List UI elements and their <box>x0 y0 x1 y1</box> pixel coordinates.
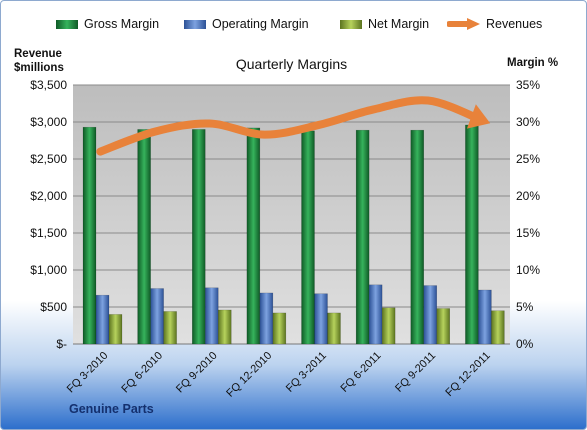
legend-swatch-net-margin <box>340 19 362 29</box>
legend-item-gross-margin: Gross Margin <box>56 17 159 31</box>
series-arrowhead-revenues <box>466 104 491 129</box>
bar-net-margin <box>218 309 232 345</box>
legend-label-gross-margin: Gross Margin <box>84 17 160 31</box>
left-tick-label: $1,000 <box>30 263 67 277</box>
right-tick-label: 35% <box>516 78 540 92</box>
bar-gross-margin <box>246 127 261 345</box>
bar-gross-margin <box>410 129 424 345</box>
right-tick-label: 5% <box>516 300 534 314</box>
right-tick-label: 30% <box>516 115 540 129</box>
left-tick-label: $500 <box>40 300 67 314</box>
bar-net-margin <box>163 311 177 345</box>
legend-item-net-margin: Net Margin <box>340 17 429 31</box>
bar-operating-margin <box>259 292 274 345</box>
right-axis-title: Margin % <box>507 57 559 69</box>
series-line-revenues <box>96 96 487 156</box>
category-label: FQ 9-2011 <box>393 350 438 395</box>
bar-net-margin <box>272 312 287 345</box>
bar-net-margin <box>108 314 123 345</box>
chart-title: Quarterly Margins <box>236 56 347 72</box>
company-label: Genuine Parts <box>69 402 154 416</box>
left-tick-label: $2,500 <box>30 152 67 166</box>
legend-label-net-margin: Net Margin <box>368 17 430 31</box>
left-tick-label: $3,500 <box>30 78 67 92</box>
legend: Gross Margin Operating Margin Net Margin… <box>1 17 586 37</box>
bar-gross-margin <box>82 126 97 345</box>
bar-operating-margin <box>478 289 492 345</box>
bar-operating-margin <box>205 287 219 345</box>
bar-net-margin <box>327 312 341 345</box>
left-tick-label: $- <box>56 337 67 351</box>
category-label: FQ 6-2011 <box>338 350 383 395</box>
left-axis-title: Revenue $millions <box>14 48 64 74</box>
bar-operating-margin <box>423 285 437 345</box>
bar-net-margin <box>436 308 450 345</box>
bar-operating-margin <box>150 288 164 345</box>
right-tick-label: 10% <box>516 263 540 277</box>
bar-net-margin <box>491 310 505 345</box>
bar-gross-margin <box>465 124 479 345</box>
legend-label-operating-margin: Operating Margin <box>212 17 309 31</box>
category-label: FQ 6-2010 <box>119 350 165 396</box>
legend-label-revenues: Revenues <box>486 17 543 31</box>
right-tick-label: 15% <box>516 226 540 240</box>
left-tick-label: $2,000 <box>30 189 67 203</box>
bar-gross-margin <box>301 130 315 345</box>
right-tick-label: 25% <box>516 152 540 166</box>
left-tick-label: $1,500 <box>30 226 67 240</box>
legend-swatch-gross-margin <box>56 19 78 29</box>
bar-gross-margin <box>192 129 206 345</box>
bar-operating-margin <box>95 294 110 345</box>
legend-item-revenues: Revenues <box>447 17 542 31</box>
left-tick-label: $3,000 <box>30 115 67 129</box>
legend-item-operating-margin: Operating Margin <box>184 17 309 31</box>
legend-swatch-revenues <box>447 18 480 30</box>
category-label: FQ 12-2010 <box>224 350 274 400</box>
right-tick-label: 20% <box>516 189 540 203</box>
category-label: FQ 3-2011 <box>284 350 329 395</box>
category-label: FQ 12-2011 <box>443 350 492 399</box>
category-label: FQ 9-2010 <box>174 350 220 396</box>
bar-operating-margin <box>368 284 383 345</box>
bar-gross-margin <box>137 129 151 345</box>
bar-net-margin <box>381 307 396 345</box>
bar-operating-margin <box>314 293 328 345</box>
category-label: FQ 3-2010 <box>65 350 111 396</box>
bar-gross-margin <box>355 129 370 345</box>
legend-swatch-operating-margin <box>184 19 206 29</box>
right-tick-label: 0% <box>516 337 534 351</box>
